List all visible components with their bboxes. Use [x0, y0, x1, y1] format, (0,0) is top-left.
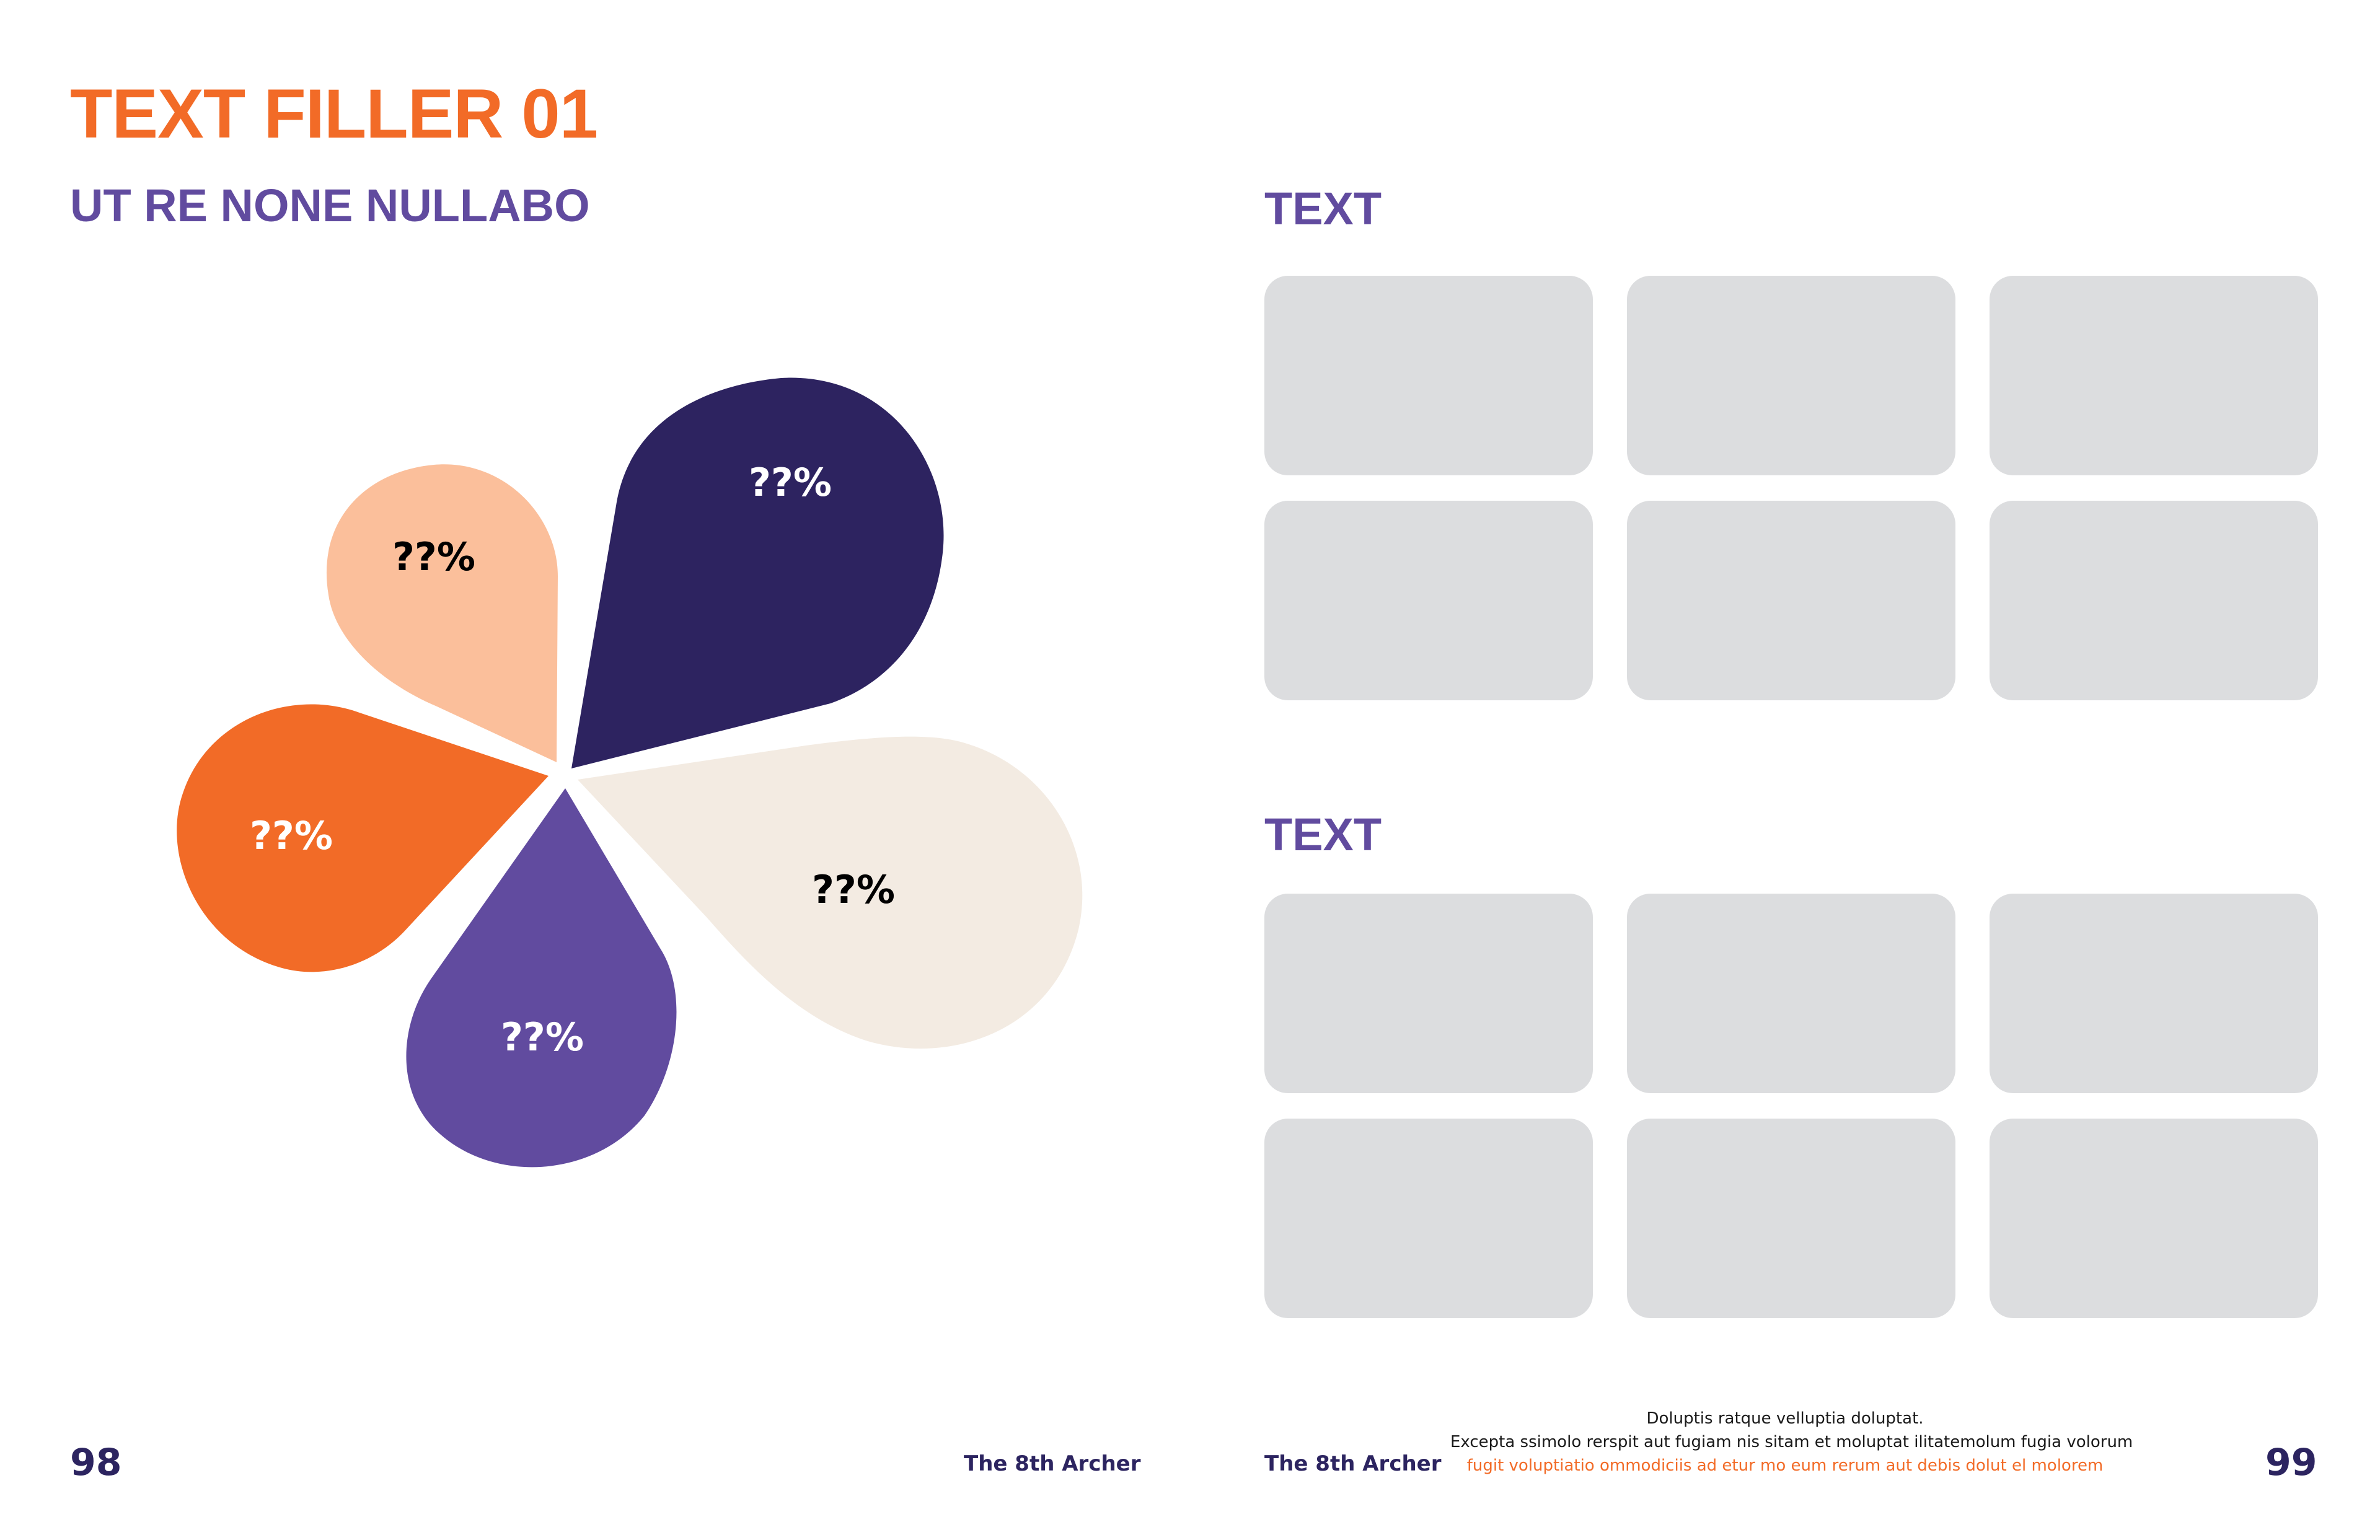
footer-line-2: Excepta ssimolo rerspit aut fugiam nis s…	[1450, 1433, 2133, 1451]
placeholder-card	[1627, 276, 1955, 475]
placeholder-card	[1990, 276, 2318, 475]
placeholder-card	[1264, 276, 1593, 475]
section-heading-2: TEXT	[1264, 809, 1382, 860]
placeholder-card	[1264, 1119, 1593, 1318]
footer-line-3: fugit voluptiatio ommodiciis ad etur mo …	[1466, 1456, 2104, 1475]
page-number-left: 98	[70, 1441, 122, 1484]
section-heading-1: TEXT	[1264, 183, 1382, 234]
page-title: TEXT FILLER 01	[70, 75, 598, 152]
flower-petal-2	[578, 736, 1083, 1049]
placeholder-card	[1627, 1119, 1955, 1318]
petal-label-1: ??%	[749, 460, 832, 505]
petal-label-2: ??%	[812, 867, 895, 912]
flower-petal-5	[326, 464, 558, 762]
petal-label-4: ??%	[250, 813, 333, 858]
petal-label-5: ??%	[392, 534, 475, 579]
placeholder-card	[1627, 501, 1955, 700]
petal-label-3: ??%	[501, 1014, 584, 1060]
footer-text: Doluptis ratque velluptia doluptat. Exce…	[1450, 1407, 2133, 1477]
page-number-right: 99	[2265, 1441, 2317, 1484]
placeholder-card	[1990, 894, 2318, 1093]
footer-line-1: Doluptis ratque velluptia doluptat.	[1646, 1409, 1924, 1428]
placeholder-card	[1264, 501, 1593, 700]
page-subtitle: UT RE NONE NULLABO	[70, 180, 590, 231]
placeholder-card	[1627, 894, 1955, 1093]
brand-name-right: The 8th Archer	[1264, 1451, 1442, 1476]
flower-petal-4	[177, 704, 549, 972]
flower-petal-1	[571, 377, 944, 768]
placeholder-card	[1264, 894, 1593, 1093]
flower-petal-3	[406, 788, 677, 1168]
placeholder-card	[1990, 1119, 2318, 1318]
brand-name-left: The 8th Archer	[964, 1451, 1141, 1476]
placeholder-card	[1990, 501, 2318, 700]
